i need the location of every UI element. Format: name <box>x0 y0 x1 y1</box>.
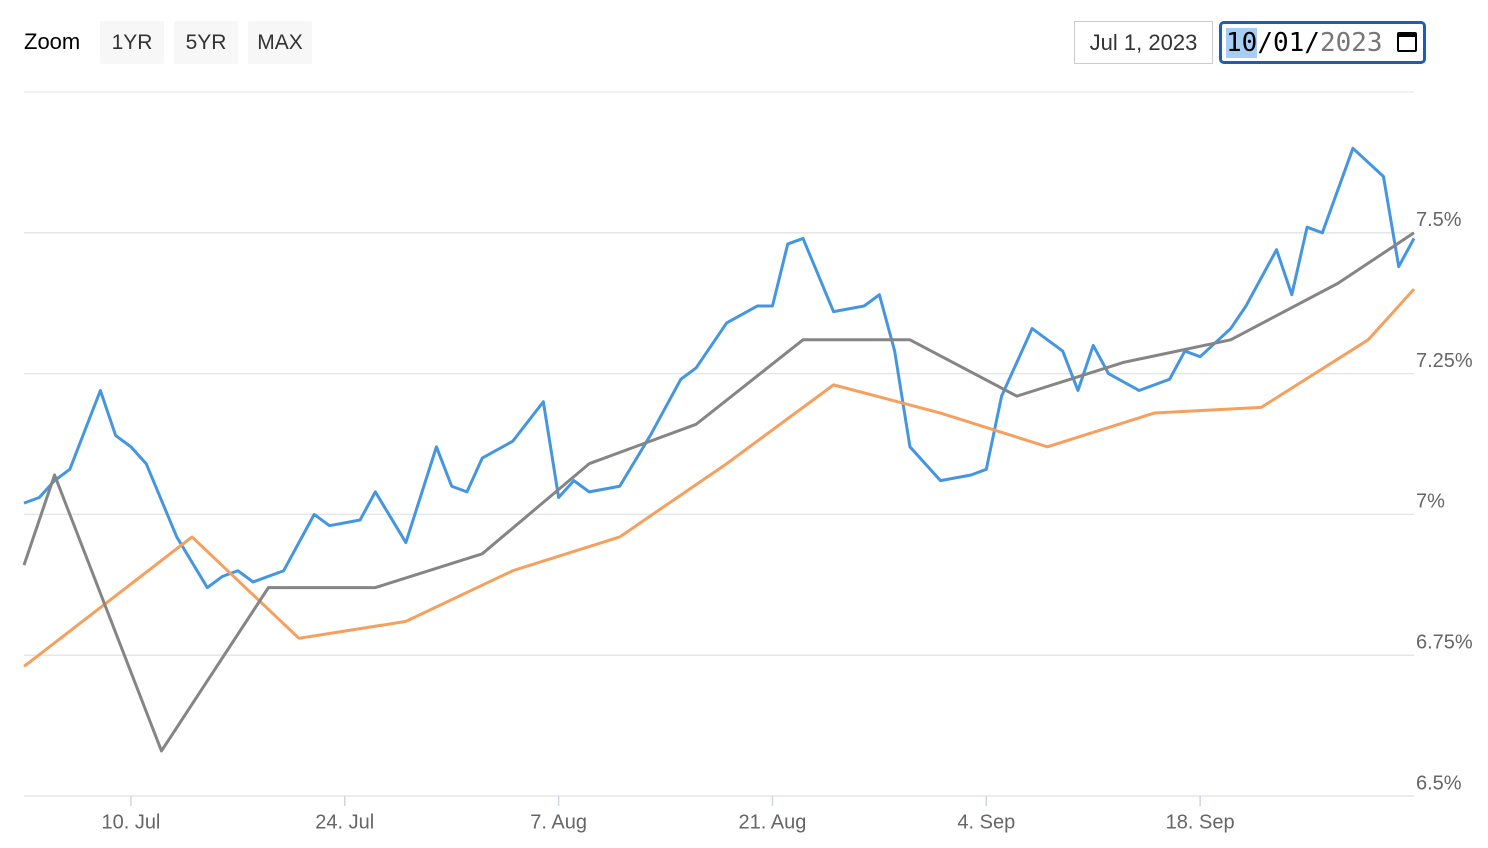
x-tick-label: 7. Aug <box>530 811 587 833</box>
date-year: 2023 <box>1319 27 1383 58</box>
zoom-label: Zoom <box>24 29 81 54</box>
zoom-button[interactable]: 5YR <box>174 21 238 64</box>
x-tick-label: 10. Jul <box>101 811 160 833</box>
series-line <box>23 146 1416 590</box>
series-line <box>22 231 1415 753</box>
date-day: /01/ <box>1257 27 1320 58</box>
series-line <box>23 288 1416 668</box>
y-tick-label: 7% <box>1416 491 1445 513</box>
x-tick-label: 21. Aug <box>739 811 807 833</box>
y-tick-label: 6.5% <box>1416 772 1462 794</box>
date-from[interactable]: Jul 1, 2023 <box>1074 21 1213 64</box>
y-tick-label: 7.25% <box>1416 350 1473 372</box>
y-tick-label: 6.75% <box>1416 631 1473 653</box>
date-month: 10 <box>1226 27 1258 58</box>
zoom-button[interactable]: MAX <box>248 21 312 64</box>
x-tick-label: 4. Sep <box>957 811 1015 833</box>
y-tick-label: 7.5% <box>1416 209 1462 231</box>
date-to[interactable]: 10/01/2023 <box>1219 21 1426 64</box>
x-tick-label: 18. Sep <box>1166 811 1235 833</box>
zoom-button[interactable]: 1YR <box>100 21 164 64</box>
calendar-icon[interactable] <box>1397 32 1417 52</box>
x-tick-label: 24. Jul <box>315 811 374 833</box>
